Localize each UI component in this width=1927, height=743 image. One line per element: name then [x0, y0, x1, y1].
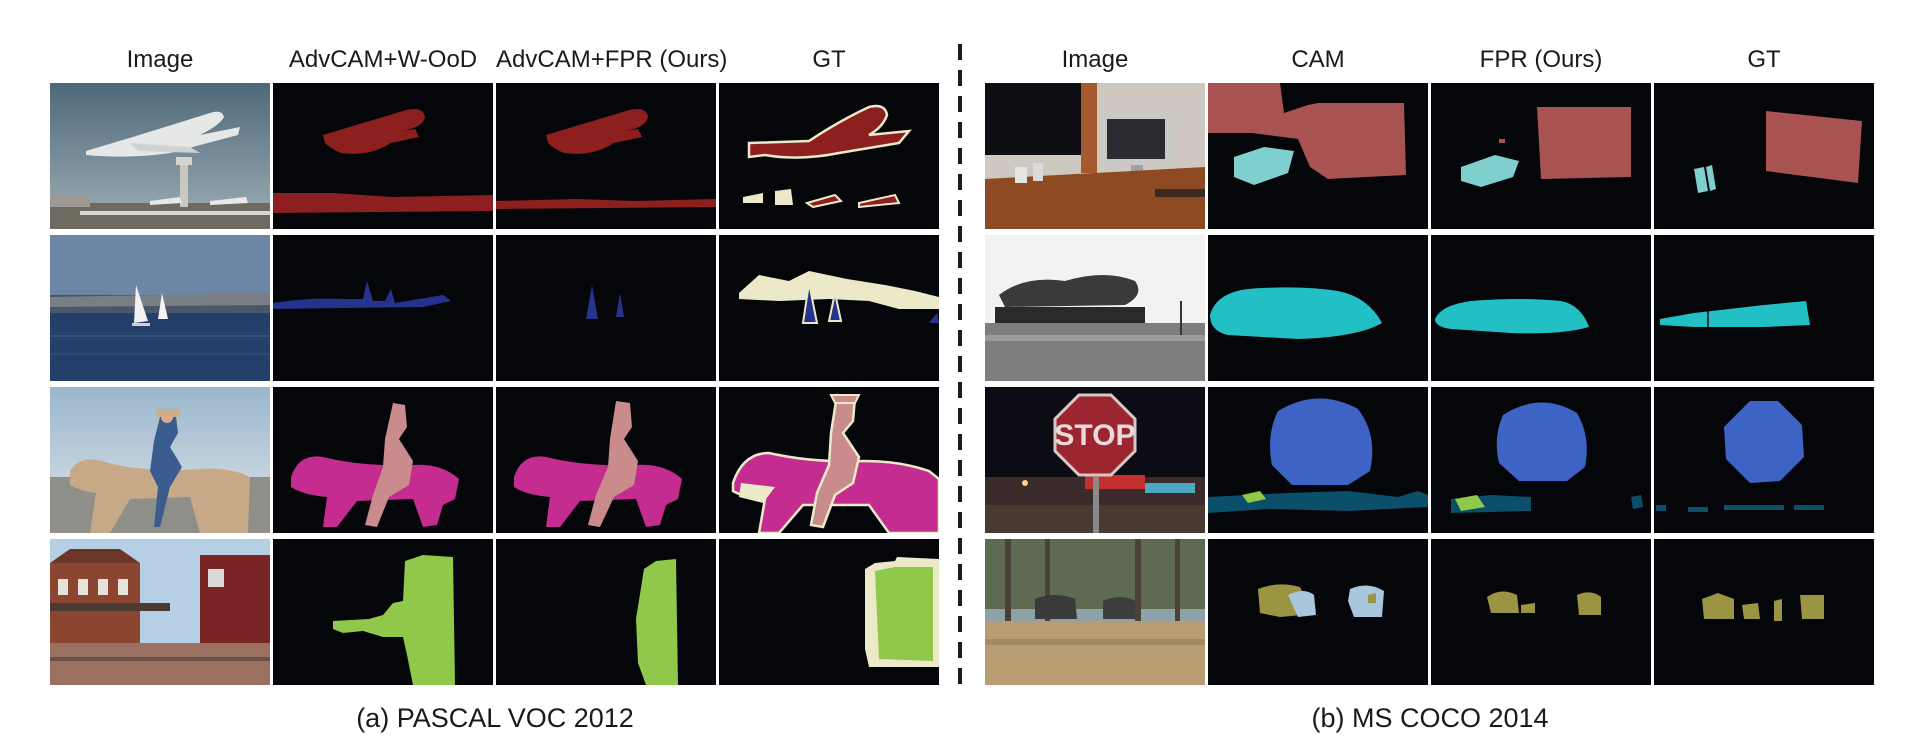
mask-airplane-fpr-a: [496, 83, 716, 229]
column-header-gt-a: GT: [812, 46, 846, 73]
mask-train-wood: [273, 539, 493, 685]
photo-steam-train: [985, 235, 1205, 381]
photo-train-station: [50, 539, 270, 685]
mask-airplane-gt-a: [719, 83, 939, 229]
caption-ms-coco: (b) MS COCO 2014: [1311, 703, 1549, 733]
photo-stop-sign: STOP: [985, 387, 1205, 533]
mask-tv-cam: [1208, 83, 1428, 229]
photo-elephants: [985, 539, 1205, 685]
stop-sign-text: STOP: [1054, 419, 1135, 452]
caption-pascal-voc: (a) PASCAL VOC 2012: [356, 703, 634, 733]
column-header-image-b: Image: [1061, 46, 1129, 73]
panel-divider: [958, 44, 962, 684]
photo-airplane: [50, 83, 270, 229]
photo-tv-room: [985, 83, 1205, 229]
column-header-advcam-fpr: AdvCAM+FPR (Ours): [496, 46, 728, 73]
mask-stop-sign-fpr-b: [1431, 387, 1651, 533]
mask-stop-sign-gt-b: [1654, 387, 1874, 533]
mask-boats-wood: [273, 235, 493, 381]
mask-steam-train-gt-b: [1654, 235, 1874, 381]
column-header-cam: CAM: [1291, 46, 1345, 73]
column-header-gt-b: GT: [1747, 46, 1781, 73]
mask-train-fpr-a: [496, 539, 716, 685]
mask-boats-gt-a: [719, 235, 939, 381]
mask-steam-train-cam: [1208, 235, 1428, 381]
mask-horse-fpr-a: [496, 387, 716, 533]
mask-horse-wood: [273, 387, 493, 533]
mask-elephants-cam: [1208, 539, 1428, 685]
mask-train-gt-a: [719, 539, 939, 685]
mask-elephants-fpr-b: [1431, 539, 1651, 685]
photo-sailboats: [50, 235, 270, 381]
mask-tv-gt-b: [1654, 83, 1874, 229]
column-header-image-a: Image: [126, 46, 194, 73]
mask-boats-fpr-a: [496, 235, 716, 381]
column-header-fpr-b: FPR (Ours): [1479, 46, 1603, 73]
mask-stop-sign-cam: [1208, 387, 1428, 533]
column-header-advcam-wood: AdvCAM+W-OoD: [288, 46, 478, 73]
mask-tv-fpr-b: [1431, 83, 1651, 229]
mask-elephants-gt-b: [1654, 539, 1874, 685]
mask-steam-train-fpr-b: [1431, 235, 1651, 381]
mask-horse-gt-a: [719, 387, 939, 533]
mask-airplane-wood: [273, 83, 493, 229]
photo-horse-rider: [50, 387, 270, 533]
